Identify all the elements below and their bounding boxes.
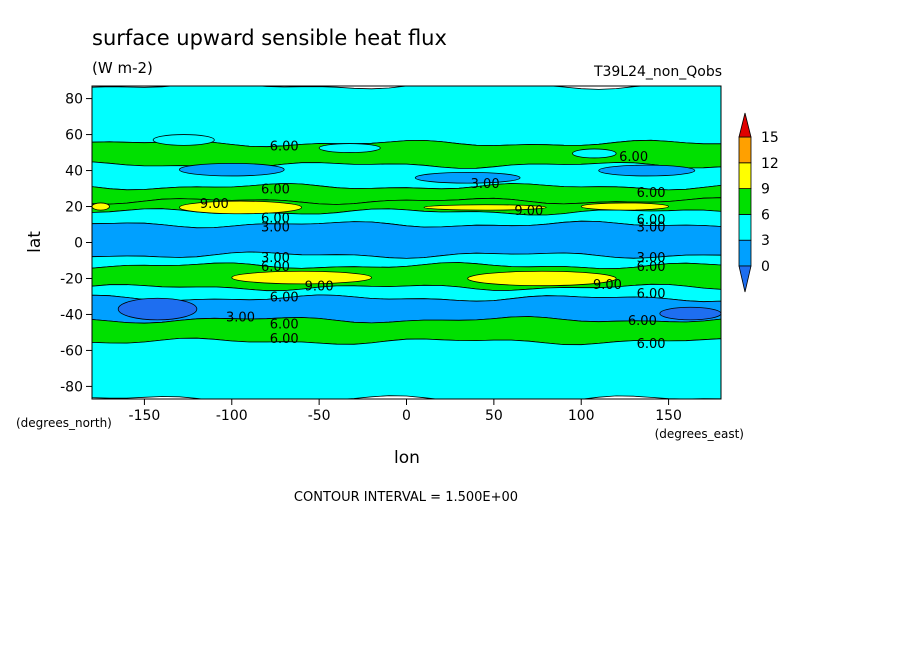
contour-patch xyxy=(152,134,215,146)
y-tick-label: -20 xyxy=(60,271,83,287)
contour-patch xyxy=(231,270,372,285)
contour-patch xyxy=(178,162,285,177)
contour-label: 3.00 xyxy=(471,177,500,192)
x-tick-label: -50 xyxy=(308,408,331,424)
contour-label: 6.00 xyxy=(261,183,290,198)
contour-label: 6.00 xyxy=(637,287,666,302)
plot-area: 6.006.003.006.00 6.009.00 9.006.003.00 6.00… xyxy=(92,86,721,399)
contour-label: 6.00 xyxy=(270,332,299,347)
contour-band xyxy=(92,337,721,399)
colorbar-label: 9 xyxy=(761,182,770,198)
y-tick-label: -40 xyxy=(60,307,83,323)
x-unit-label: (degrees_east) xyxy=(655,427,744,441)
colorbar-label: 0 xyxy=(761,259,770,275)
contour-label: 6.00 xyxy=(270,317,299,332)
chart-units: (W m-2) xyxy=(92,59,153,77)
contour-label: 6.00 xyxy=(261,260,290,275)
contour-label: 6.00 xyxy=(261,211,290,226)
contour-label: 6.00 xyxy=(270,139,299,154)
contour-label: 6.00 xyxy=(619,150,648,165)
run-label: T39L24_non_Qobs xyxy=(593,64,722,80)
contour-label: 6.00 xyxy=(270,290,299,305)
colorbar-bottom-arrow xyxy=(738,265,752,293)
y-tick-label: 80 xyxy=(65,92,83,108)
y-tick-label: 20 xyxy=(65,200,83,216)
x-tick-label: -100 xyxy=(216,408,248,424)
x-tick-label: 0 xyxy=(402,408,411,424)
contour-label: 9.00 xyxy=(593,278,622,293)
contour-patch xyxy=(92,202,110,211)
contour-interval-note: CONTOUR INTERVAL = 1.500E+00 xyxy=(294,490,518,505)
x-tick-label: -150 xyxy=(129,408,161,424)
y-axis-label: lat xyxy=(25,231,45,253)
colorbar-label: 3 xyxy=(761,233,770,249)
contour-label: 3.00 xyxy=(637,251,666,266)
x-tick-label: 100 xyxy=(568,408,595,424)
x-tick-label: 50 xyxy=(485,408,503,424)
colorbar: 0 3 6 9 12 15 xyxy=(738,112,779,293)
colorbar-label: 12 xyxy=(761,156,779,172)
contour-label: 6.00 xyxy=(637,213,666,228)
contour-label: 3.00 xyxy=(261,220,290,235)
contour-patch xyxy=(423,204,547,211)
contour-label: 9.00 xyxy=(305,280,334,295)
contour-fills: 6.006.003.006.00 6.009.00 9.006.003.00 6.00… xyxy=(92,86,721,399)
contour-patch xyxy=(318,143,381,153)
contour-label: 6.00 xyxy=(637,260,666,275)
contour-patch xyxy=(117,297,198,321)
contour-label: 3.00 xyxy=(261,251,290,266)
y-unit-label: (degrees_north) xyxy=(16,416,112,430)
contour-label: 6.00 xyxy=(628,314,657,329)
x-axis-label: lon xyxy=(394,448,420,468)
colorbar-segment xyxy=(738,136,752,164)
x-axis: -150 -100 -50 0 50 100 150 xyxy=(129,399,682,424)
contour-patch xyxy=(414,171,521,184)
y-tick-label: -80 xyxy=(60,379,83,395)
colorbar-label: 6 xyxy=(761,207,770,223)
colorbar-segment xyxy=(738,239,752,267)
chart-title: surface upward sensible heat flux xyxy=(92,26,447,50)
colorbar-top-arrow xyxy=(738,112,752,138)
contour-label: 9.00 xyxy=(514,204,543,219)
contour-patch xyxy=(580,202,669,211)
colorbar-segment xyxy=(738,162,752,190)
y-tick-label: 0 xyxy=(74,236,83,252)
contour-label: 3.00 xyxy=(226,310,255,325)
colorbar-segment xyxy=(738,188,752,215)
contour-patch xyxy=(598,164,696,177)
contour-label: 3.00 xyxy=(637,220,666,235)
contour-label: 6.00 xyxy=(637,337,666,352)
colorbar-label: 15 xyxy=(761,130,779,146)
contour-band xyxy=(92,220,721,259)
y-tick-label: 40 xyxy=(65,164,83,180)
colorbar-segment xyxy=(738,213,752,241)
contour-label: 6.00 xyxy=(637,186,666,201)
contour-label: 9.00 xyxy=(200,197,229,212)
contour-patch xyxy=(659,306,721,321)
contour-patch xyxy=(572,148,617,159)
y-tick-label: -60 xyxy=(60,343,83,359)
x-tick-label: 150 xyxy=(655,408,682,424)
y-axis: 80 60 40 20 0 -20 -40 -60 -80 xyxy=(60,92,92,395)
y-tick-label: 60 xyxy=(65,128,83,144)
contour-patch xyxy=(178,200,303,215)
contour-patch xyxy=(467,270,617,287)
